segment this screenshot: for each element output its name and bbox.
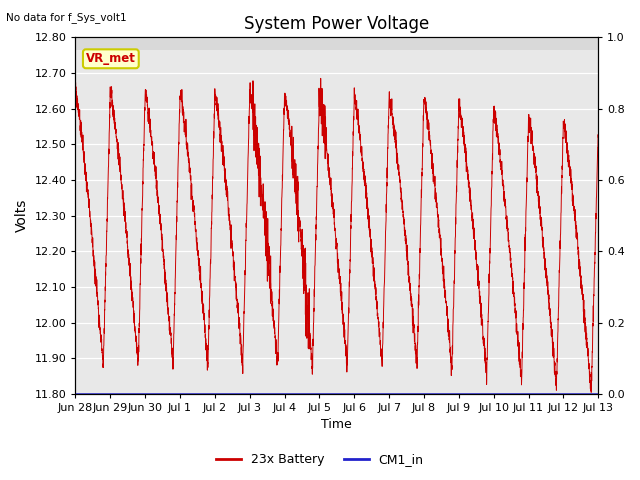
- Legend: 23x Battery, CM1_in: 23x Battery, CM1_in: [211, 448, 429, 471]
- Title: System Power Voltage: System Power Voltage: [244, 15, 429, 33]
- Bar: [76, 37, 598, 50]
- Text: VR_met: VR_met: [86, 52, 136, 65]
- Text: No data for f_Sys_volt1: No data for f_Sys_volt1: [6, 12, 127, 23]
- Y-axis label: Volts: Volts: [15, 199, 29, 232]
- X-axis label: Time: Time: [321, 419, 352, 432]
